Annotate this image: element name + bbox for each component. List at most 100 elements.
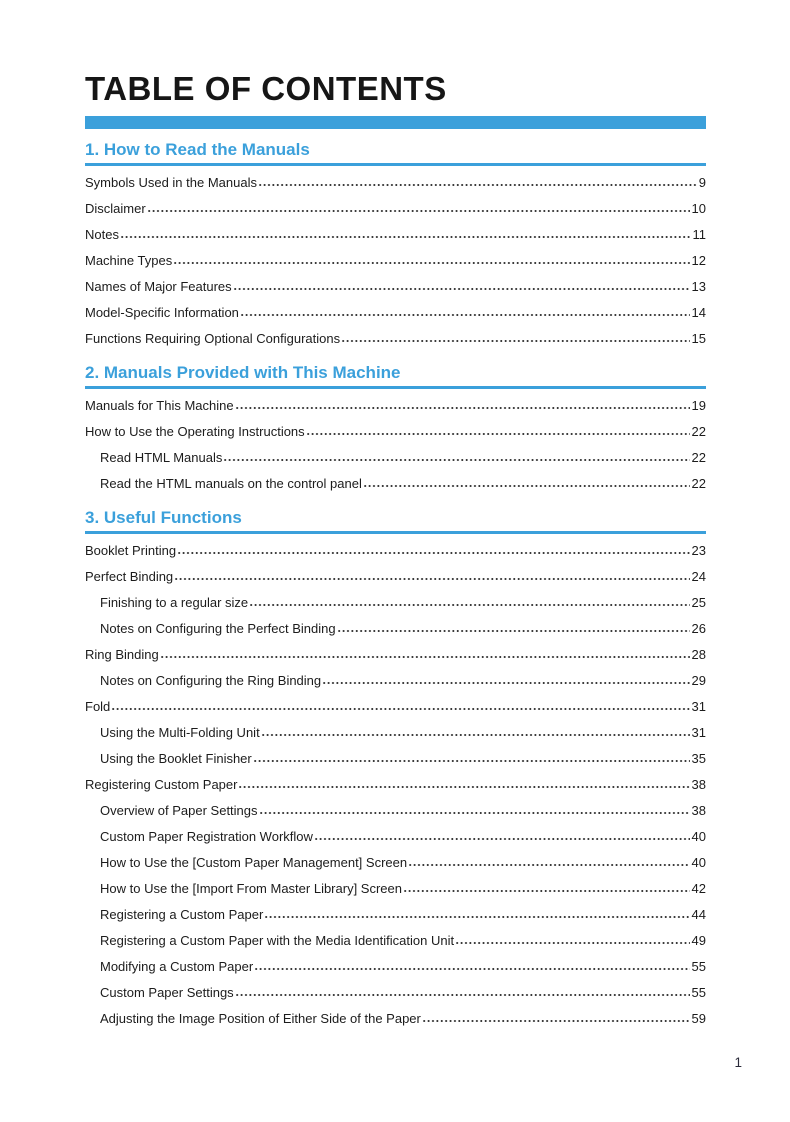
toc-entry[interactable]: Manuals for This Machine 19 <box>85 393 706 419</box>
toc-entry-page: 55 <box>691 985 706 1000</box>
toc-leader-dots <box>260 733 690 737</box>
toc-entry[interactable]: Adjusting the Image Position of Either S… <box>85 1006 706 1032</box>
toc-leader-dots <box>111 707 690 711</box>
toc-leader-dots <box>254 967 690 971</box>
toc-entry-label: Notes on Configuring the Ring Binding <box>100 673 322 688</box>
toc-entry-page: 10 <box>691 201 706 216</box>
toc-entry-page: 28 <box>691 647 706 662</box>
toc-leader-dots <box>239 313 690 317</box>
toc-content: TABLE OF CONTENTS 1. How to Read the Man… <box>85 70 706 1032</box>
toc-entry-page: 38 <box>691 803 706 818</box>
toc-entry-label: Model-Specific Information <box>85 305 239 320</box>
toc-entry[interactable]: Machine Types 12 <box>85 248 706 274</box>
toc-entry[interactable]: Overview of Paper Settings 38 <box>85 798 706 824</box>
toc-entry-page: 31 <box>691 725 706 740</box>
toc-entry-label: Names of Major Features <box>85 279 232 294</box>
toc-entry[interactable]: Model-Specific Information 14 <box>85 300 706 326</box>
footer-page-number: 1 <box>734 1055 742 1070</box>
toc-entry[interactable]: Registering a Custom Paper 44 <box>85 902 706 928</box>
section-heading: 1. How to Read the Manuals <box>85 140 706 166</box>
toc-leader-dots <box>238 785 690 789</box>
title-accent-bar <box>85 116 706 129</box>
toc-leader-dots <box>421 1019 690 1023</box>
toc-entry-page: 44 <box>691 907 706 922</box>
toc-entry-label: Using the Multi-Folding Unit <box>100 725 260 740</box>
toc-entry[interactable]: How to Use the Operating Instructions 22 <box>85 419 706 445</box>
toc-entry[interactable]: Read HTML Manuals 22 <box>85 445 706 471</box>
toc-entry-page: 29 <box>691 673 706 688</box>
toc-entry-label: Using the Booklet Finisher <box>100 751 252 766</box>
toc-entry-page: 14 <box>691 305 706 320</box>
toc-leader-dots <box>258 811 690 815</box>
toc-entry[interactable]: Using the Booklet Finisher 35 <box>85 746 706 772</box>
toc-entry[interactable]: Functions Requiring Optional Configurati… <box>85 326 706 352</box>
toc-entry[interactable]: Custom Paper Registration Workflow 40 <box>85 824 706 850</box>
toc-entry-label: Custom Paper Registration Workflow <box>100 829 313 844</box>
toc-entry-label: Read HTML Manuals <box>100 450 223 465</box>
toc-entry-page: 25 <box>691 595 706 610</box>
toc-entry[interactable]: How to Use the [Custom Paper Management]… <box>85 850 706 876</box>
toc-entry[interactable]: Custom Paper Settings 55 <box>85 980 706 1006</box>
toc-entry-label: Booklet Printing <box>85 543 177 558</box>
section-heading: 3. Useful Functions <box>85 508 706 534</box>
toc-entry-label: Fold <box>85 699 111 714</box>
toc-leader-dots <box>455 941 690 945</box>
toc-entry-label: Registering a Custom Paper <box>100 907 264 922</box>
toc-entry-label: How to Use the [Custom Paper Management]… <box>100 855 408 870</box>
toc-entry-page: 23 <box>691 543 706 558</box>
toc-entry-label: Perfect Binding <box>85 569 174 584</box>
toc-entry[interactable]: Notes on Configuring the Ring Binding 29 <box>85 668 706 694</box>
toc-entry[interactable]: Disclaimer 10 <box>85 196 706 222</box>
toc-entry[interactable]: Perfect Binding 24 <box>85 564 706 590</box>
toc-leader-dots <box>159 655 690 659</box>
toc-entry[interactable]: Read the HTML manuals on the control pan… <box>85 471 706 497</box>
toc-leader-dots <box>341 339 690 343</box>
toc-entry-label: Overview of Paper Settings <box>100 803 258 818</box>
toc-entry[interactable]: Notes on Configuring the Perfect Binding… <box>85 616 706 642</box>
section-entries: Manuals for This Machine 19 How to Use the… <box>85 393 706 497</box>
toc-entry-label: Adjusting the Image Position of Either S… <box>100 1011 421 1026</box>
toc-entry-page: 40 <box>691 829 706 844</box>
toc-entry-page: 12 <box>691 253 706 268</box>
toc-leader-dots <box>402 889 690 893</box>
toc-entry[interactable]: Symbols Used in the Manuals 9 <box>85 170 706 196</box>
toc-entry-page: 15 <box>691 331 706 346</box>
section-entries: Symbols Used in the Manuals 9 Disclaimer 10… <box>85 170 706 352</box>
toc-leader-dots <box>322 681 690 685</box>
toc-section: 2. Manuals Provided with This Machine Man… <box>85 363 706 497</box>
section-heading: 2. Manuals Provided with This Machine <box>85 363 706 389</box>
toc-leader-dots <box>234 993 690 997</box>
toc-entry-page: 49 <box>691 933 706 948</box>
toc-leader-dots <box>174 577 690 581</box>
toc-entry-label: Functions Requiring Optional Configurati… <box>85 331 341 346</box>
toc-leader-dots <box>119 235 691 239</box>
toc-entry-label: Finishing to a regular size <box>100 595 249 610</box>
toc-entry[interactable]: How to Use the [Import From Master Libra… <box>85 876 706 902</box>
toc-entry-label: Custom Paper Settings <box>100 985 234 1000</box>
toc-entry[interactable]: Notes 11 <box>85 222 706 248</box>
toc-leader-dots <box>223 458 690 462</box>
toc-entry[interactable]: Booklet Printing 23 <box>85 538 706 564</box>
toc-entry[interactable]: Names of Major Features 13 <box>85 274 706 300</box>
toc-entry-page: 40 <box>691 855 706 870</box>
toc-leader-dots <box>313 837 690 841</box>
toc-entry-label: How to Use the [Import From Master Libra… <box>100 881 402 896</box>
toc-leader-dots <box>232 287 690 291</box>
toc-entry-label: Registering a Custom Paper with the Medi… <box>100 933 455 948</box>
toc-entry-page: 11 <box>692 227 707 242</box>
toc-leader-dots <box>252 759 690 763</box>
toc-entry[interactable]: Registering Custom Paper 38 <box>85 772 706 798</box>
toc-entry[interactable]: Using the Multi-Folding Unit 31 <box>85 720 706 746</box>
toc-entry[interactable]: Registering a Custom Paper with the Medi… <box>85 928 706 954</box>
toc-entry-page: 22 <box>691 450 706 465</box>
toc-entry-page: 13 <box>691 279 706 294</box>
toc-entry-label: Registering Custom Paper <box>85 777 238 792</box>
toc-entry-page: 35 <box>691 751 706 766</box>
toc-entry-label: Manuals for This Machine <box>85 398 234 413</box>
toc-entry[interactable]: Modifying a Custom Paper 55 <box>85 954 706 980</box>
toc-entry[interactable]: Ring Binding 28 <box>85 642 706 668</box>
toc-entry[interactable]: Finishing to a regular size 25 <box>85 590 706 616</box>
toc-section: 3. Useful Functions Booklet Printing 23 Per… <box>85 508 706 1032</box>
toc-entry-label: Symbols Used in the Manuals <box>85 175 257 190</box>
toc-entry[interactable]: Fold 31 <box>85 694 706 720</box>
